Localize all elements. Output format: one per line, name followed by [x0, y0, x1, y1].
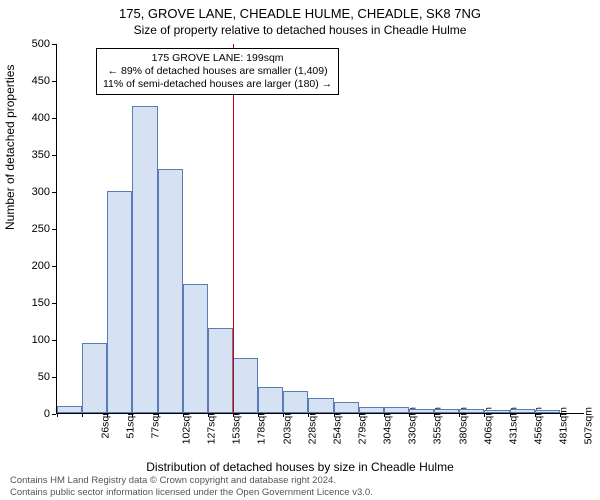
y-tick-label: 150: [0, 297, 56, 309]
x-tick-mark: [510, 413, 511, 417]
x-tick-mark: [459, 413, 460, 417]
x-tick-mark: [409, 413, 410, 417]
histogram-bar: [57, 406, 82, 413]
x-tick-mark: [132, 413, 133, 417]
histogram-bar: [334, 402, 359, 413]
chart-container: 175, GROVE LANE, CHEADLE HULME, CHEADLE,…: [0, 0, 600, 500]
histogram-bar: [384, 407, 409, 413]
x-tick-label: 507sqm: [583, 407, 595, 444]
x-tick-mark: [334, 413, 335, 417]
x-tick-mark: [434, 413, 435, 417]
x-tick-mark: [535, 413, 536, 417]
x-tick-mark: [233, 413, 234, 417]
y-tick-label: 350: [0, 149, 56, 161]
y-tick-label: 100: [0, 334, 56, 346]
footer-line-2: Contains public sector information licen…: [10, 487, 600, 498]
histogram-bar: [283, 391, 308, 413]
annotation-line-3: 11% of semi-detached houses are larger (…: [103, 78, 332, 91]
histogram-bar: [459, 409, 484, 413]
x-tick-mark: [308, 413, 309, 417]
x-tick-mark: [283, 413, 284, 417]
histogram-bar: [82, 343, 107, 413]
x-tick-mark: [384, 413, 385, 417]
annotation-line-1: 175 GROVE LANE: 199sqm: [103, 52, 332, 65]
y-axis-label: Number of detached properties: [3, 65, 17, 230]
reference-line: [233, 44, 234, 413]
annotation-line-2: ← 89% of detached houses are smaller (1,…: [103, 65, 332, 78]
histogram-bar: [359, 407, 384, 413]
histogram-bar: [183, 284, 208, 414]
x-tick-mark: [560, 413, 561, 417]
chart-subtitle: Size of property relative to detached ho…: [0, 21, 600, 37]
histogram-bar: [535, 410, 560, 413]
y-tick-label: 300: [0, 186, 56, 198]
y-tick-label: 200: [0, 260, 56, 272]
x-tick-mark: [158, 413, 159, 417]
y-tick-mark: [52, 414, 56, 415]
y-tick-label: 500: [0, 38, 56, 50]
histogram-bar: [484, 410, 509, 413]
y-tick-label: 50: [0, 371, 56, 383]
y-tick-label: 450: [0, 75, 56, 87]
histogram-bar: [434, 409, 459, 413]
histogram-bar: [258, 387, 283, 413]
footer-attribution: Contains HM Land Registry data © Crown c…: [0, 475, 600, 498]
x-tick-mark: [183, 413, 184, 417]
x-tick-mark: [107, 413, 108, 417]
chart-title: 175, GROVE LANE, CHEADLE HULME, CHEADLE,…: [0, 0, 600, 21]
histogram-bar: [409, 409, 434, 413]
histogram-bar: [107, 191, 132, 413]
histogram-bar: [233, 358, 258, 414]
x-tick-mark: [82, 413, 83, 417]
histogram-bar: [308, 398, 333, 413]
x-tick-mark: [208, 413, 209, 417]
histogram-bar: [158, 169, 183, 413]
y-tick-label: 0: [0, 408, 56, 420]
histogram-bar: [510, 409, 535, 413]
x-axis-label: Distribution of detached houses by size …: [0, 460, 600, 474]
annotation-box: 175 GROVE LANE: 199sqm ← 89% of detached…: [96, 48, 339, 95]
histogram-bar: [132, 106, 157, 413]
footer-line-1: Contains HM Land Registry data © Crown c…: [10, 475, 600, 486]
x-tick-mark: [57, 413, 58, 417]
y-tick-label: 400: [0, 112, 56, 124]
x-tick-mark: [484, 413, 485, 417]
plot-area: 26sqm51sqm77sqm102sqm127sqm153sqm178sqm2…: [56, 44, 584, 414]
x-tick-mark: [359, 413, 360, 417]
histogram-bar: [208, 328, 233, 413]
x-tick-mark: [258, 413, 259, 417]
y-tick-label: 250: [0, 223, 56, 235]
